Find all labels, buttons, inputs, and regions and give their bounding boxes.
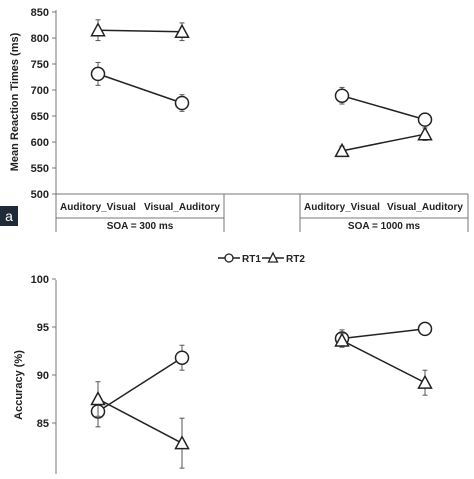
legend: RT1 RT2 [218, 251, 305, 265]
top-rt1-line-segment [341, 94, 426, 121]
bottom-y-axis-title: Accuracy (%) [13, 350, 25, 420]
top-rt1-point [417, 112, 433, 127]
legend-rt2-marker [267, 251, 279, 263]
top-y-tick-label: 650 [31, 111, 49, 123]
top-rt1-point [174, 95, 190, 111]
bottom-rt2-line-segment [341, 339, 426, 384]
top-rt2-line-segment [97, 29, 183, 33]
top-y-tick-label: 800 [31, 33, 49, 45]
bottom-rt2-point [174, 435, 190, 450]
top-category-label: Auditory_Visual [304, 202, 380, 213]
top-series-layer [90, 19, 433, 158]
bottom-y-tick-label: 95 [37, 322, 49, 334]
top-rt2-line-segment [341, 133, 426, 152]
top-group-label-soa300: SOA = 300 ms [107, 221, 174, 232]
bottom-rt2-point [90, 390, 106, 406]
bottom-y-tick-label: 90 [37, 370, 49, 382]
bottom-rt1-line-segment [341, 328, 426, 340]
top-group-label-soa1000: SOA = 1000 ms [348, 221, 421, 232]
bottom-rt1-point [174, 350, 190, 365]
legend-rt1-label: RT1 [242, 254, 261, 265]
top-y-tick-label: 750 [31, 59, 49, 71]
top-category-labels: Auditory_Visual Visual_Auditory Auditory_V… [60, 202, 463, 213]
top-y-tick-label: 850 [31, 7, 49, 19]
bottom-series-layer [90, 321, 433, 469]
top-rt2-point [174, 23, 190, 39]
top-category-label: Visual_Auditory [144, 202, 220, 213]
bottom-y-tick-label: 85 [37, 418, 49, 430]
top-rt1-point [334, 88, 350, 103]
bottom-y-tick-labels: 85 90 95 100 [31, 274, 56, 430]
top-rt2-point [334, 142, 350, 158]
top-category-table [55, 194, 469, 232]
top-y-tick-labels: 500 550 600 650 700 750 800 850 [31, 7, 56, 201]
bottom-chart-panel: 85 90 95 100 Accuracy (%) [13, 274, 433, 474]
bottom-rt1-point [417, 321, 433, 337]
bottom-y-tick-label: 100 [31, 274, 49, 286]
figure-label-text: a [5, 208, 13, 224]
top-y-tick-label: 500 [31, 189, 49, 201]
figure-label: a [0, 206, 18, 226]
top-y-tick-label: 600 [31, 137, 49, 149]
top-rt2-point [417, 126, 433, 141]
top-rt2-point [90, 22, 106, 37]
bottom-rt2-line-segment [97, 398, 183, 444]
top-category-label: Auditory_Visual [60, 202, 136, 213]
top-y-axis-title: Mean Reaction Times (ms) [9, 32, 21, 171]
top-chart-panel: 500 550 600 650 700 750 800 850 Mean Reaction T… [9, 7, 469, 232]
bottom-rt1-line-segment [97, 357, 183, 413]
top-y-tick-label: 550 [31, 163, 49, 175]
bottom-rt2-point [417, 374, 433, 389]
legend-rt1-marker [224, 253, 234, 263]
top-rt1-line-segment [97, 73, 183, 104]
top-rt1-point [90, 66, 106, 82]
top-y-tick-label: 700 [31, 85, 49, 97]
bottom-rt2-point [334, 332, 350, 347]
legend-rt2-label: RT2 [286, 254, 305, 265]
top-category-label: Visual_Auditory [387, 202, 463, 213]
